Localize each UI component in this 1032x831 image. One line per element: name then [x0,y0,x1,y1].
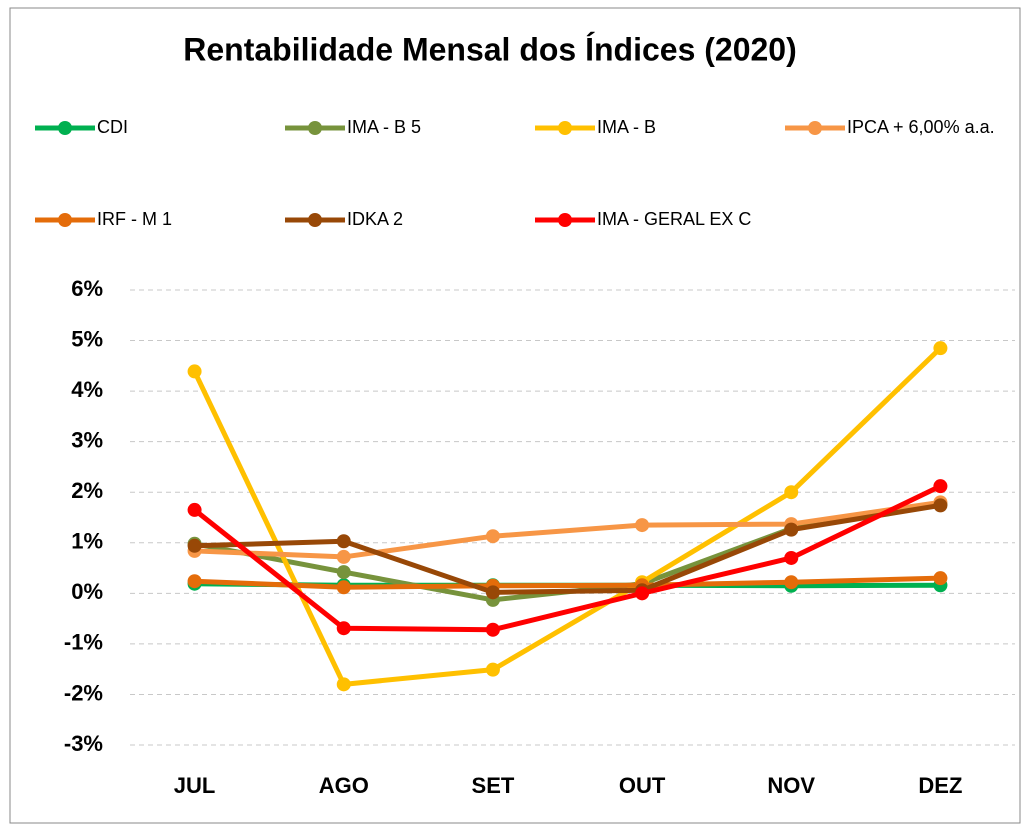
data-point [933,479,948,494]
series-line [194,502,941,595]
series-line [194,575,941,590]
data-point [485,622,500,637]
x-tick-label: DEZ [918,773,962,798]
legend-marker [308,121,322,135]
series-line [193,483,942,633]
data-point [784,485,799,500]
series-line [192,346,943,687]
data-point [933,571,948,586]
legend-label: CDI [97,117,128,137]
data-point [336,565,351,580]
y-tick-label: -1% [64,630,103,655]
y-tick-label: 5% [71,326,103,351]
chart-frame [9,7,1021,824]
data-point [336,534,351,549]
legend-label: IDKA 2 [347,209,403,229]
data-point [485,662,500,677]
legend-marker [308,213,322,227]
y-tick-label: 4% [71,377,103,402]
legend-marker [558,213,572,227]
x-tick-label: JUL [174,773,216,798]
y-tick-label: 1% [71,529,103,554]
data-point [187,538,202,553]
chart-title: Rentabilidade Mensal dos Índices (2020) [183,31,797,67]
data-point [336,621,351,636]
legend-label: IPCA + 6,00% a.a. [847,117,995,137]
data-point [784,522,799,537]
data-point [933,341,948,356]
y-tick-label: -2% [64,680,103,705]
legend-label: IMA - B [597,117,656,137]
data-point [336,677,351,692]
y-tick-label: -3% [64,731,103,756]
data-point [187,364,202,379]
data-point [933,498,948,513]
y-tick-label: 3% [71,427,103,452]
legend-label: IRF - M 1 [97,209,172,229]
data-point [485,529,500,544]
data-point [635,518,650,533]
x-tick-label: NOV [767,773,815,798]
data-point [336,549,351,564]
legend-label: IMA - B 5 [347,117,421,137]
data-point [784,575,799,590]
legend-marker [808,121,822,135]
y-tick-label: 6% [71,276,103,301]
data-point [784,550,799,565]
data-point [187,502,202,517]
legend-marker [558,121,572,135]
x-tick-label: OUT [619,773,666,798]
data-point [336,580,351,595]
legend-marker [58,213,72,227]
legend-label: IMA - GERAL EX C [597,209,751,229]
data-point [635,586,650,601]
data-point [485,585,500,600]
x-tick-label: AGO [319,773,369,798]
data-point [187,574,202,589]
y-tick-label: 0% [71,579,103,604]
x-tick-label: SET [472,773,515,798]
y-tick-label: 2% [71,478,103,503]
series-line [194,499,941,560]
legend-marker [58,121,72,135]
